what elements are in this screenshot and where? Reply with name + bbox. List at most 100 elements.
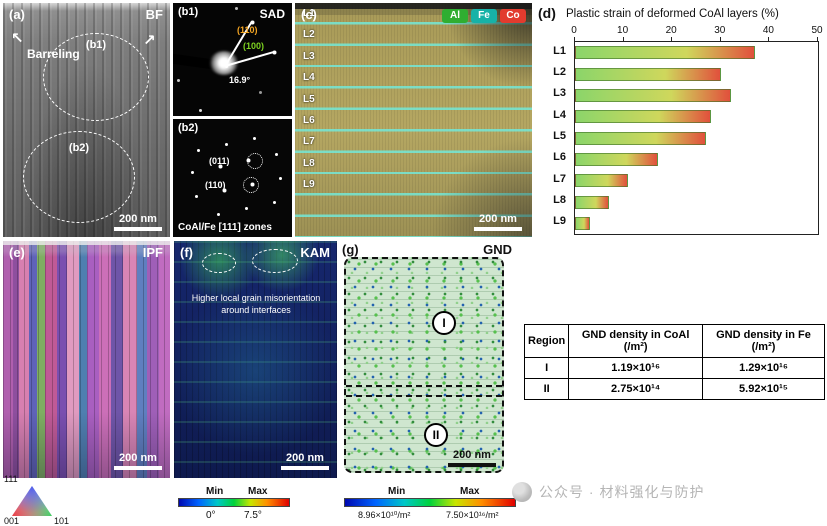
x-tick-label: 50 <box>811 25 823 36</box>
region-b2-label: (b2) <box>68 142 90 154</box>
panel-a-label: (a) <box>9 7 25 22</box>
diffraction-spots <box>225 65 228 68</box>
scalebar-g-label: 200 nm <box>453 449 491 461</box>
region-2-badge: II <box>424 423 448 447</box>
panel-a-mode-tag: BF <box>145 7 163 22</box>
table-row: II 2.75×10¹⁴ 5.92×10¹⁵ <box>523 378 826 400</box>
chart-plot-box <box>574 41 819 235</box>
layer-label-l5: L5 <box>303 93 315 105</box>
panel-g-mode-tag: GND <box>483 242 512 257</box>
barreling-arrow-right: ↗ <box>143 32 156 49</box>
x-tick-mark <box>574 37 575 41</box>
eds-legend: Al Fe Co <box>442 9 526 23</box>
layer-label-l3: L3 <box>303 50 315 62</box>
panel-g-label: (g) <box>342 242 359 257</box>
chart-title: Plastic strain of deformed CoAl layers (… <box>566 8 779 20</box>
scalebar-e-bar <box>114 466 162 470</box>
ipf-color-key: 111 001 101 <box>4 474 74 526</box>
scalebar-e: 200 nm <box>114 452 162 470</box>
panel-c-eds-map: (c) Al Fe Co L1 L2 L3 L4 L5 L6 L7 L8 L9 200 nm <box>295 3 532 237</box>
diffraction-spot-lattice <box>197 149 200 152</box>
panel-e-ipf-map: (e) IPF 200 nm <box>3 241 170 478</box>
table-cell: 1.29×10¹⁶ <box>701 357 826 379</box>
panel-f-label: (f) <box>180 245 193 260</box>
panel-d-label: (d) <box>538 5 556 21</box>
y-category-label: L3 <box>553 87 566 100</box>
gnd-colorbar-gradient <box>344 498 516 507</box>
circled-spot-110 <box>243 177 259 193</box>
kam-colorbar-max-label: Max <box>248 486 268 497</box>
gnd-density-table: Region GND density in CoAl (/m²) GND densi… <box>523 324 826 400</box>
layer-label-l6: L6 <box>303 115 315 126</box>
scalebar-a-label: 200 nm <box>119 213 157 225</box>
panel-f-kam-map: (f) KAM Higher local grain misorientatio… <box>174 241 337 478</box>
gnd-colorbar-min-value: 8.96×10¹⁰/m² <box>358 510 411 520</box>
barreling-arrow-left: ↖ <box>11 30 24 47</box>
scalebar-f-bar <box>281 466 329 470</box>
chart-y-labels: L1 L2 L3 L4 L5 L6 L7 L8 L9 <box>538 41 570 235</box>
strain-bar-l5 <box>575 131 707 145</box>
panel-b1-sad-pattern: (b1) SAD (110) (100) 16.9° <box>173 3 292 116</box>
kam-colorbar: Min Max 0° 7.5° <box>178 486 293 522</box>
region-b1-label: (b1) <box>85 39 107 51</box>
watermark: 公众号 · 材料强化与防护 <box>512 482 704 502</box>
kam-colorbar-max-value: 7.5° <box>244 510 262 521</box>
panel-b1-mode-tag: SAD <box>259 7 285 21</box>
y-category-label: L8 <box>553 194 566 206</box>
scalebar-a: 200 nm <box>114 213 162 231</box>
x-tick-mark <box>622 37 624 41</box>
kam-colorbar-min-label: Min <box>206 486 224 497</box>
panel-a-bf-image: (a) BF ↖ ↗ Barreling (b1) (b2) 200 nm <box>3 3 170 237</box>
strain-bar-l3 <box>575 88 731 102</box>
region-b1-ellipse: (b1) <box>43 33 149 121</box>
table-cell: 5.92×10¹⁵ <box>701 378 826 400</box>
gnd-colorbar-max-label: Max <box>460 486 480 497</box>
scalebar-f: 200 nm <box>281 452 329 470</box>
panel-e-label: (e) <box>9 245 25 260</box>
table-header-cell: GND density in Fe (/m²) <box>701 324 826 358</box>
ipf-key-001: 001 <box>4 516 20 526</box>
table-header-cell: GND density in CoAl (/m²) <box>568 324 703 358</box>
strain-bar-l8 <box>575 195 610 209</box>
strain-bar-l7 <box>575 174 629 188</box>
table-cell: 2.75×10¹⁴ <box>568 378 703 400</box>
y-category-label: L6 <box>553 151 566 164</box>
panel-e-mode-tag: IPF <box>142 245 163 260</box>
kam-colorbar-min-value: 0° <box>206 510 216 521</box>
layer-label-l9: L9 <box>303 179 315 191</box>
strain-bar-l4 <box>575 110 712 124</box>
angle-annotation: 16.9° <box>229 75 251 85</box>
kam-highlight-ellipse-1 <box>202 253 236 273</box>
x-tick-mark <box>768 37 770 41</box>
scalebar-f-label: 200 nm <box>286 452 324 464</box>
y-category-label: L5 <box>553 130 566 142</box>
table-header-cell: Region <box>523 324 570 358</box>
x-tick-label: 30 <box>714 25 726 36</box>
zone-axis-caption: CoAl/Fe [111] zones <box>178 222 272 233</box>
panel-d-strain-chart: (d) Plastic strain of deformed CoAl laye… <box>534 3 825 239</box>
chart-x-axis: 0 10 20 30 40 50 <box>571 25 823 41</box>
kam-highlight-ellipse-2 <box>252 249 298 273</box>
y-category-label: L9 <box>553 215 566 228</box>
strain-bar-l9 <box>575 216 590 230</box>
ipf-key-101: 101 <box>54 516 70 526</box>
chart-plot-area: 0 10 20 30 40 50 L1 L2 L3 L4 L5 L6 L7 L8 L9 <box>553 25 823 235</box>
scalebar-a-bar <box>114 227 162 231</box>
strain-bar-l1 <box>575 46 755 60</box>
panel-b2-label: (b2) <box>178 122 199 134</box>
scalebar-g-bar <box>448 463 496 467</box>
scalebar-c-bar <box>474 227 522 231</box>
layer-label-l2: L2 <box>303 29 315 41</box>
kam-annotation: Higher local grain misorientation around… <box>191 293 321 315</box>
x-tick-label: 0 <box>571 25 577 36</box>
x-tick-mark <box>719 37 721 41</box>
panel-b2-diffraction-pattern: (b2) (011) (110) CoAl/Fe [111] zones <box>173 119 292 237</box>
x-tick-label: 10 <box>617 25 629 36</box>
ipf-key-111: 111 <box>4 474 18 484</box>
region-1-badge: I <box>432 311 456 335</box>
strain-bar-l2 <box>575 67 721 81</box>
gnd-colorbar: Min Max 8.96×10¹⁰/m² 7.50×10¹⁶/m² <box>344 486 520 522</box>
panel-c-label: (c) <box>301 7 317 22</box>
gnd-colorbar-min-label: Min <box>388 486 406 497</box>
